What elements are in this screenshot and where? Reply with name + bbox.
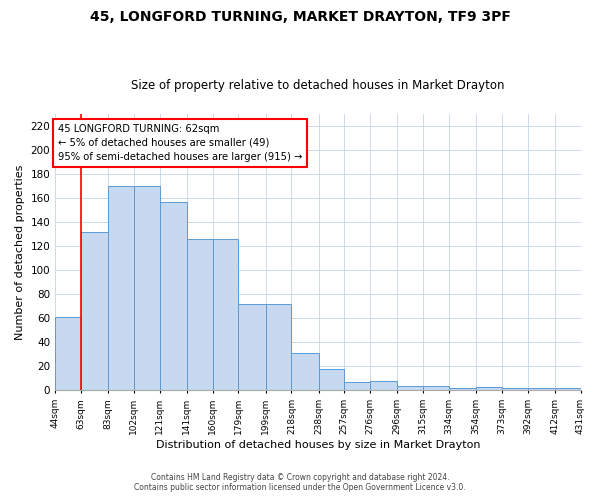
Bar — [134, 186, 160, 390]
Bar — [108, 186, 134, 390]
Bar — [449, 388, 476, 390]
Bar — [292, 353, 319, 391]
Bar — [187, 239, 212, 390]
Bar — [423, 386, 449, 390]
Text: 45, LONGFORD TURNING, MARKET DRAYTON, TF9 3PF: 45, LONGFORD TURNING, MARKET DRAYTON, TF… — [89, 10, 511, 24]
Bar — [476, 387, 502, 390]
Bar — [527, 388, 555, 390]
Title: Size of property relative to detached houses in Market Drayton: Size of property relative to detached ho… — [131, 79, 505, 92]
Bar — [238, 304, 266, 390]
X-axis label: Distribution of detached houses by size in Market Drayton: Distribution of detached houses by size … — [155, 440, 480, 450]
Text: Contains HM Land Registry data © Crown copyright and database right 2024.
Contai: Contains HM Land Registry data © Crown c… — [134, 473, 466, 492]
Bar — [266, 304, 292, 390]
Bar — [344, 382, 370, 390]
Bar — [397, 386, 423, 390]
Bar — [212, 239, 238, 390]
Bar — [555, 388, 581, 390]
Bar — [160, 202, 187, 390]
Bar — [81, 232, 108, 390]
Text: 45 LONGFORD TURNING: 62sqm
← 5% of detached houses are smaller (49)
95% of semi-: 45 LONGFORD TURNING: 62sqm ← 5% of detac… — [58, 124, 302, 162]
Bar — [319, 369, 344, 390]
Bar — [502, 388, 527, 390]
Bar — [370, 381, 397, 390]
Y-axis label: Number of detached properties: Number of detached properties — [15, 164, 25, 340]
Bar — [55, 317, 81, 390]
